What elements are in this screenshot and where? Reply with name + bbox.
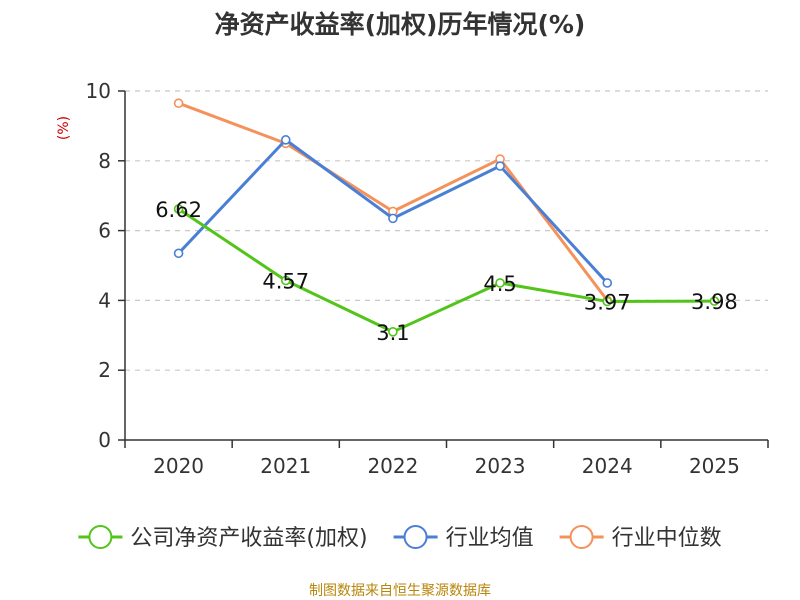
data-label: 3.98	[691, 290, 738, 314]
x-tick-label: 2022	[367, 454, 418, 478]
x-tick-label: 2024	[582, 454, 633, 478]
legend[interactable]: 公司净资产收益率(加权) 行业均值 行业中位数	[78, 525, 722, 551]
legend-marker	[569, 525, 594, 549]
chart-title: 净资产收益率(加权)历年情况(%)	[215, 10, 586, 39]
data-point	[602, 278, 613, 288]
y-tick-label: 0	[98, 428, 111, 452]
data-point	[495, 161, 505, 171]
data-label: 3.97	[584, 290, 631, 314]
data-point	[388, 213, 398, 224]
legend-item-0[interactable]: 公司净资产收益率(加权)	[78, 525, 368, 551]
series-group	[173, 98, 720, 337]
legend-label: 行业均值	[446, 526, 534, 551]
legend-marker	[403, 525, 428, 549]
data-point	[280, 135, 291, 145]
legend-marker	[88, 525, 113, 549]
x-tick-label: 2023	[475, 454, 526, 478]
data-point	[173, 98, 184, 109]
x-tick-label: 2021	[260, 454, 311, 478]
data-point	[173, 204, 184, 214]
y-axis-label: (%)	[56, 116, 72, 140]
series-line-2	[178, 101, 609, 302]
y-tick-label: 10	[86, 79, 111, 103]
grid-lines	[125, 90, 768, 371]
axes: 0 2 4 6 8 10 2020 2021 2022 2023 2024 2025	[86, 79, 769, 478]
data-point	[173, 248, 184, 259]
data-label: 4.57	[262, 270, 309, 294]
y-tick-label: 2	[98, 358, 111, 382]
legend-label: 行业中位数	[612, 526, 722, 551]
data-point	[495, 278, 505, 288]
x-tick-label: 2025	[689, 454, 740, 478]
y-tick-label: 6	[98, 219, 111, 243]
series-line-0	[177, 207, 715, 334]
data-label: 3.1	[376, 321, 409, 345]
data-point	[388, 327, 398, 337]
y-tick-label: 8	[98, 149, 111, 173]
source-note: 制图数据来自恒生聚源数据库	[309, 583, 491, 599]
data-labels: 6.62 4.57 3.1 4.5 3.97 3.98	[155, 198, 738, 345]
legend-label: 公司净资产收益率(加权)	[130, 526, 367, 551]
legend-item-1[interactable]: 行业均值	[393, 525, 534, 551]
data-point	[602, 296, 613, 307]
data-point	[280, 275, 291, 286]
data-point	[709, 296, 720, 306]
x-tick-label: 2020	[153, 454, 204, 478]
data-label: 4.5	[483, 272, 516, 296]
data-label: 6.62	[155, 198, 202, 222]
y-tick-label: 4	[98, 288, 111, 312]
legend-item-2[interactable]: 行业中位数	[559, 525, 722, 551]
